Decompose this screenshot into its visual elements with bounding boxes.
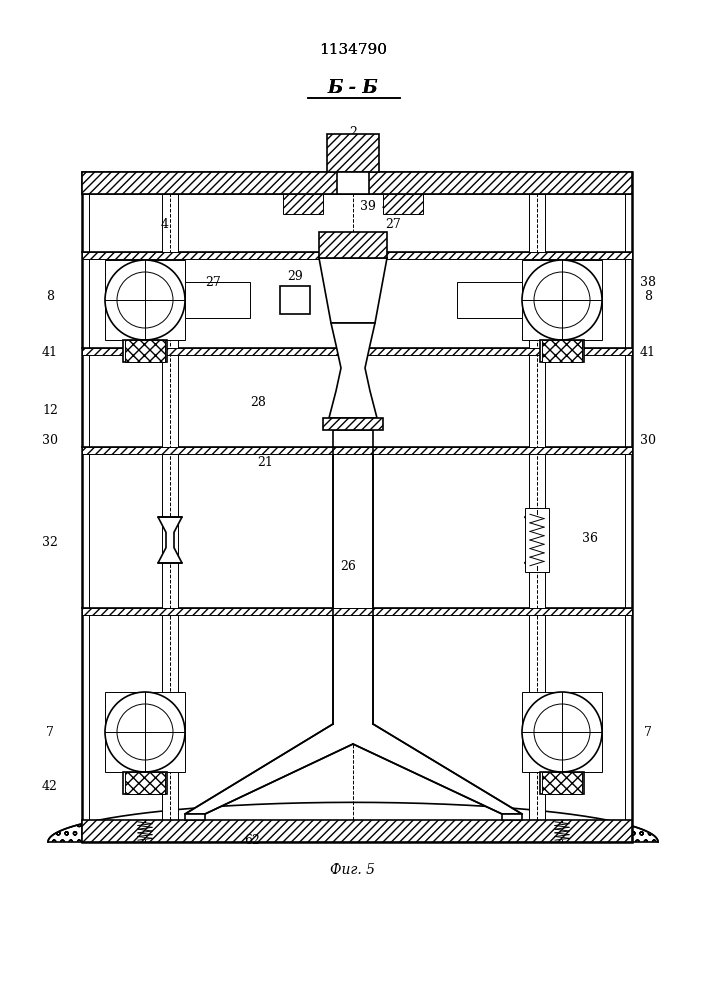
Bar <box>333 430 373 447</box>
Bar <box>125 772 165 794</box>
Bar <box>540 340 584 362</box>
Text: 36: 36 <box>582 532 598 544</box>
Text: 41: 41 <box>640 346 656 359</box>
Text: 8: 8 <box>644 290 652 304</box>
Circle shape <box>105 260 185 340</box>
Bar <box>82 820 632 842</box>
Text: 39: 39 <box>360 200 376 214</box>
Text: 21: 21 <box>257 456 273 468</box>
Text: 8: 8 <box>46 290 54 304</box>
Text: 1134790: 1134790 <box>319 43 387 57</box>
Bar <box>337 172 369 194</box>
Bar <box>522 692 602 772</box>
Text: Б - Б: Б - Б <box>327 79 378 97</box>
Bar <box>502 814 522 820</box>
Text: 1134790: 1134790 <box>319 43 387 57</box>
Bar <box>529 194 545 820</box>
Text: 41: 41 <box>42 346 58 359</box>
Text: 2: 2 <box>349 125 357 138</box>
Text: 26: 26 <box>340 560 356 574</box>
Text: 27: 27 <box>205 275 221 288</box>
Bar <box>185 814 205 820</box>
Text: 40: 40 <box>382 200 398 214</box>
Bar <box>82 608 632 615</box>
Text: Фиг. 5: Фиг. 5 <box>330 863 375 877</box>
Bar <box>185 282 250 318</box>
Bar <box>283 194 323 214</box>
Bar <box>542 340 582 362</box>
Bar <box>82 172 632 194</box>
Bar <box>162 194 178 820</box>
Bar <box>125 340 165 362</box>
Circle shape <box>534 704 590 760</box>
Bar <box>82 447 632 454</box>
Polygon shape <box>525 517 549 563</box>
Polygon shape <box>185 447 522 814</box>
Text: 28: 28 <box>250 395 266 408</box>
Text: 32: 32 <box>42 536 58 548</box>
Polygon shape <box>319 258 387 323</box>
Bar <box>82 252 632 259</box>
Text: 4: 4 <box>161 219 169 232</box>
Polygon shape <box>329 323 377 418</box>
Polygon shape <box>158 517 182 563</box>
Circle shape <box>522 260 602 340</box>
Bar <box>123 340 167 362</box>
Text: 7: 7 <box>644 726 652 738</box>
Polygon shape <box>48 802 658 842</box>
Bar <box>280 286 310 314</box>
Bar <box>89 179 625 835</box>
Text: 29: 29 <box>287 270 303 284</box>
Text: 30: 30 <box>640 434 656 446</box>
Text: Б - Б: Б - Б <box>327 79 378 97</box>
Bar <box>323 418 383 430</box>
Bar <box>457 282 522 318</box>
Bar <box>525 508 549 572</box>
Bar <box>105 260 185 340</box>
Bar <box>82 348 632 355</box>
Text: 42: 42 <box>42 780 58 794</box>
Bar <box>123 772 167 794</box>
Circle shape <box>117 272 173 328</box>
Text: 62: 62 <box>244 834 260 846</box>
Text: 30: 30 <box>42 434 58 446</box>
Bar <box>542 772 582 794</box>
Text: 7: 7 <box>46 726 54 738</box>
Circle shape <box>534 272 590 328</box>
Bar <box>82 172 632 842</box>
Bar <box>522 260 602 340</box>
Text: 12: 12 <box>42 403 58 416</box>
Text: 38: 38 <box>640 275 656 288</box>
Circle shape <box>117 704 173 760</box>
Bar <box>327 134 379 172</box>
Text: 27: 27 <box>385 219 401 232</box>
Bar <box>540 772 584 794</box>
Bar <box>319 232 387 258</box>
Circle shape <box>522 692 602 772</box>
Bar <box>383 194 423 214</box>
Bar <box>105 692 185 772</box>
Circle shape <box>105 692 185 772</box>
